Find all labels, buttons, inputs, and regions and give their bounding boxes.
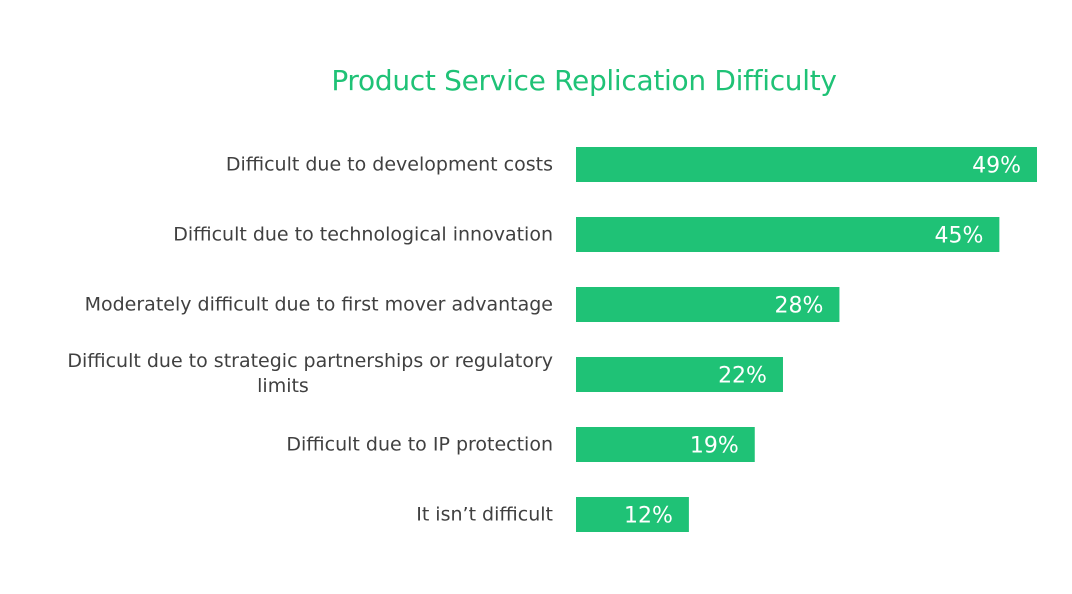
bar-1: [576, 147, 1037, 182]
bar-4: [576, 357, 783, 392]
category-label-3: Moderately difficult due to first mover …: [85, 294, 553, 316]
bar-6: [576, 497, 689, 532]
chart-title: Product Service Replication Difficulty: [331, 64, 837, 97]
category-label-line: Difficult due to technological innovatio…: [173, 224, 553, 246]
category-label-line: Difficult due to IP protection: [286, 434, 553, 456]
bar-3: [576, 287, 840, 322]
category-label-6: It isn’t difficult: [416, 504, 553, 526]
category-label-line: Difficult due to development costs: [226, 154, 553, 176]
bar-value-label-2: 45%: [934, 224, 983, 249]
bar-5: [576, 427, 755, 462]
bar-value-label-6: 12%: [624, 504, 673, 529]
category-label-1: Difficult due to development costs: [226, 154, 553, 176]
category-label-line: Moderately difficult due to first mover …: [85, 294, 553, 316]
bar-2: [576, 217, 1000, 252]
bar-value-label-3: 28%: [775, 294, 824, 319]
category-label-5: Difficult due to IP protection: [286, 434, 553, 456]
category-label-2: Difficult due to technological innovatio…: [173, 224, 553, 246]
bar-value-label-1: 49%: [972, 154, 1021, 179]
category-label-line: It isn’t difficult: [416, 504, 553, 526]
category-label-4: Difficult due to strategic partnerships …: [67, 350, 553, 397]
bar-value-label-4: 22%: [718, 364, 767, 389]
category-label-line: Difficult due to strategic partnerships …: [67, 350, 553, 372]
bar-value-label-5: 19%: [690, 434, 739, 459]
category-label-line: limits: [257, 375, 309, 397]
